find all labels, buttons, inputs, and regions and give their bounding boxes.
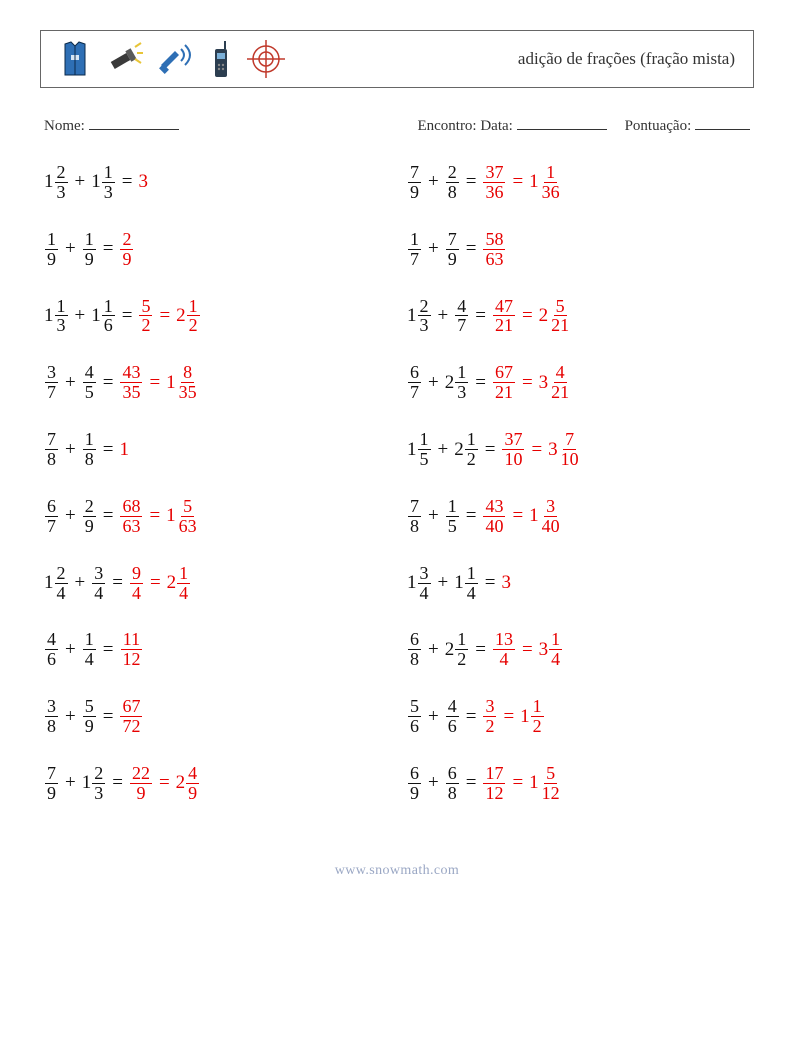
problem-item: 37+45=4335=1835 <box>44 363 387 402</box>
problem-item: 79+123=229=249 <box>44 764 387 803</box>
score-blank <box>695 114 750 130</box>
problem-item: 68+212=134=314 <box>407 630 750 669</box>
problem-item: 113+116=52=212 <box>44 297 387 336</box>
info-row: Nome: Encontro: Data: Pontuação: <box>40 114 754 135</box>
problem-item: 56+46=32=112 <box>407 697 750 736</box>
problem-item: 78+15=4340=1340 <box>407 497 750 536</box>
name-blank <box>89 114 179 130</box>
problem-item: 123+113=3 <box>44 163 387 202</box>
problem-item: 123+47=4721=2521 <box>407 297 750 336</box>
problem-item: 115+212=3710=3710 <box>407 430 750 469</box>
date-label: Encontro: Data: <box>417 118 512 134</box>
problem-item: 67+213=6721=3421 <box>407 363 750 402</box>
walkie-talkie-icon <box>209 39 233 79</box>
problem-item: 67+29=6863=1563 <box>44 497 387 536</box>
header-icons <box>59 39 285 79</box>
worksheet-header: adição de frações (fração mista) <box>40 30 754 88</box>
problem-item: 46+14=1112 <box>44 630 387 669</box>
target-icon <box>247 40 285 78</box>
problem-item: 17+79=5863 <box>407 230 750 269</box>
flashlight-icon <box>105 41 143 77</box>
problem-item: 134+114=3 <box>407 564 750 603</box>
name-field: Nome: <box>44 114 179 135</box>
megaphone-icon <box>157 41 195 77</box>
name-label: Nome: <box>44 118 85 134</box>
score-label: Pontuação: <box>625 118 692 134</box>
footer-link: www.snowmath.com <box>40 863 754 879</box>
worksheet-title: adição de frações (fração mista) <box>518 49 735 69</box>
problem-item: 38+59=6772 <box>44 697 387 736</box>
date-field: Encontro: Data: <box>417 114 606 135</box>
problems-grid: 123+113=3 79+28=3736=1136 19+19=29 17+79=58… <box>40 163 754 803</box>
date-blank <box>517 114 607 130</box>
problem-item: 124+34=94=214 <box>44 564 387 603</box>
problem-item: 79+28=3736=1136 <box>407 163 750 202</box>
score-field: Pontuação: <box>625 114 750 135</box>
problem-item: 69+68=1712=1512 <box>407 764 750 803</box>
problem-item: 19+19=29 <box>44 230 387 269</box>
problem-item: 78+18=1 <box>44 430 387 469</box>
vest-icon <box>59 41 91 77</box>
